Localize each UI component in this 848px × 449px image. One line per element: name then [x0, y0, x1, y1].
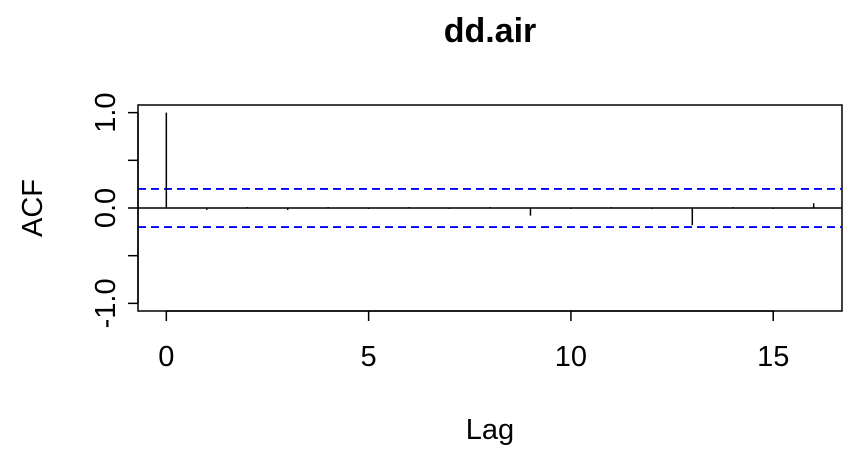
x-tick-label: 10 [555, 341, 587, 373]
y-tick-label: 1.0 [90, 92, 122, 132]
y-axis: -1.0 0.0 1.0 [90, 92, 139, 328]
x-axis-label: Lag [466, 414, 514, 446]
chart-title: dd.air [444, 12, 537, 50]
x-tick-label: 5 [361, 341, 377, 373]
x-tick-label: 0 [158, 341, 174, 373]
confidence-bounds [138, 188, 842, 228]
x-tick-label: 15 [757, 341, 789, 373]
y-tick-label: -1.0 [90, 278, 122, 328]
y-tick-label: 0.0 [90, 188, 122, 228]
acf-bars [138, 112, 842, 226]
x-axis: 0 5 10 15 [158, 310, 789, 373]
y-axis-label: ACF [17, 179, 49, 237]
